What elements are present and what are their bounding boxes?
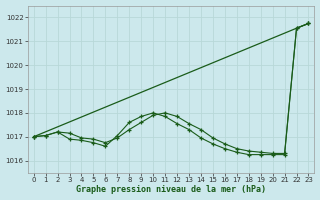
- X-axis label: Graphe pression niveau de la mer (hPa): Graphe pression niveau de la mer (hPa): [76, 185, 266, 194]
